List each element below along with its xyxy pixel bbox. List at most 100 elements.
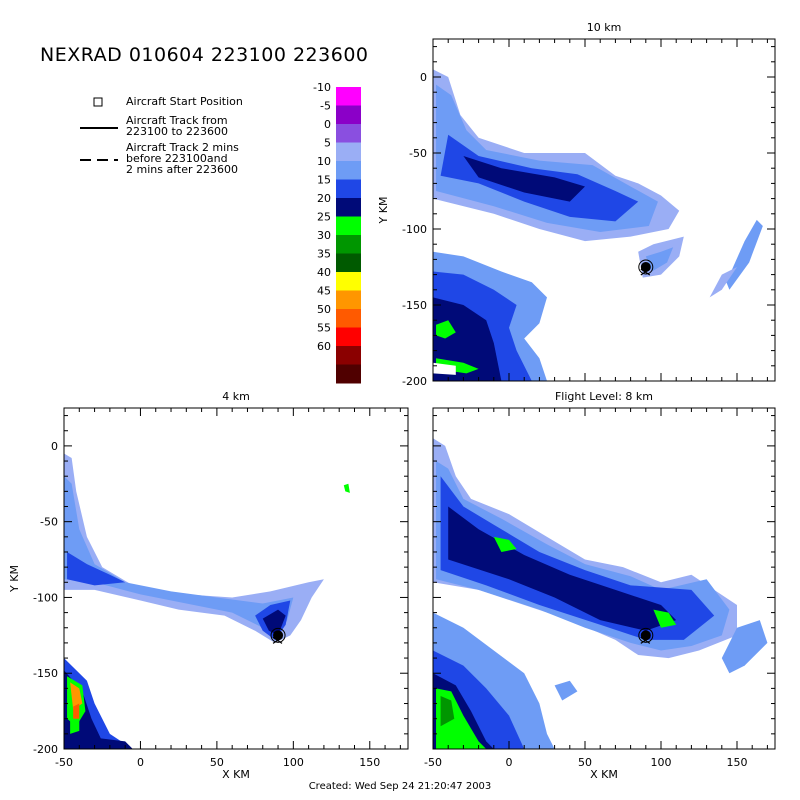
colorbar-swatch: [336, 309, 361, 328]
plot-frame: [63, 407, 409, 750]
echo-core: [440, 695, 455, 727]
echo-core: [493, 536, 517, 552]
reflectivity-field: [433, 438, 768, 749]
colorbar-label: 15: [317, 174, 331, 187]
colorbar-label: 45: [317, 285, 331, 298]
plot-frame: [432, 38, 776, 382]
aircraft-track-loop: [270, 627, 286, 643]
echo-region: [448, 506, 677, 631]
echo-region: [709, 267, 737, 298]
colorbar-label: 25: [317, 211, 331, 224]
x-tick-label: 150: [359, 756, 380, 769]
y-axis-label: Y KM: [377, 197, 390, 225]
echo-region: [64, 453, 324, 643]
echo-gap: [433, 362, 456, 375]
echo-region: [440, 476, 715, 640]
y-tick-label: -150: [402, 299, 427, 312]
y-tick-label: -50: [40, 516, 58, 529]
x-axis-label: X KM: [222, 768, 250, 781]
aircraft-track-loop: [638, 259, 654, 275]
colorbar-label: 55: [317, 322, 331, 335]
colorbar-swatch: [336, 346, 361, 365]
colorbar-swatch: [336, 179, 361, 199]
echo-core: [653, 609, 677, 628]
echo-core: [70, 715, 80, 734]
x-tick-label: -50: [55, 756, 73, 769]
panel-4km: -50 0 50 100 150 0 -50 -100 -150 -200 4 km X KM Y KM: [8, 390, 409, 781]
y-tick-label: -100: [402, 223, 427, 236]
colorbar-swatch: [336, 142, 361, 162]
panel-title: 4 km: [222, 390, 250, 403]
y-axis-label: Y KM: [8, 565, 21, 593]
panel-title: Flight Level: 8 km: [555, 390, 653, 403]
panel-10km: 0 -50 -100 -150 -200 10 km Y KM: [377, 21, 776, 388]
legend-start-label: Aircraft Start Position: [126, 95, 243, 108]
y-tick-label: -200: [402, 375, 427, 388]
x-tick-label: 50: [210, 756, 224, 769]
colorbar-label: 35: [317, 248, 331, 261]
x-tick-label: 150: [727, 756, 748, 769]
colorbar-swatch: [336, 124, 361, 143]
x-tick-label: 50: [578, 756, 592, 769]
y-tick-label: -200: [33, 743, 58, 756]
y-tick-label: 0: [420, 71, 427, 84]
colorbar-swatch: [336, 327, 361, 347]
aircraft-x-marker: [640, 636, 651, 644]
x-tick-label: 100: [651, 756, 672, 769]
legend-track-label: Aircraft Track from 223100 to 223600: [126, 114, 229, 138]
colorbar-swatch: [336, 198, 361, 217]
echo-region: [463, 156, 585, 202]
colorbar-label: 50: [317, 303, 331, 316]
y-tick-label: -50: [409, 147, 427, 160]
echo-core: [436, 320, 456, 339]
echo-core: [70, 682, 83, 710]
echo-core: [73, 703, 80, 719]
reflectivity-field: [64, 453, 350, 749]
plot-frame: [432, 407, 776, 750]
colorbar-label: 5: [324, 137, 331, 150]
page-title: NEXRAD 010604 223100 223600: [40, 44, 369, 66]
x-tick-label: 0: [506, 756, 513, 769]
echo-region: [721, 620, 768, 674]
colorbar-label: -10: [313, 81, 331, 94]
colorbar-label: 30: [317, 229, 331, 242]
x-tick-label: -50: [424, 756, 442, 769]
colorbar-label: 40: [317, 266, 331, 279]
y-tick-label: -150: [33, 667, 58, 680]
x-axis-label: X KM: [590, 768, 618, 781]
colorbar-swatch: [336, 161, 361, 180]
colorbar: -10 -5 0 5 10 15 20 25 30 35 40 45 50 55 60: [313, 81, 361, 384]
y-tick-label: 0: [51, 440, 58, 453]
colorbar-swatch: [336, 235, 361, 254]
echo-region: [726, 219, 763, 290]
created-footer: Created: Wed Sep 24 21:20:47 2003: [308, 781, 492, 792]
colorbar-swatch: [336, 364, 361, 384]
aircraft-track-loop: [638, 627, 654, 643]
y-tick-label: -100: [33, 591, 58, 604]
colorbar-swatch: [336, 87, 361, 106]
aircraft-x-marker: [640, 268, 651, 276]
echo-region: [433, 297, 502, 381]
colorbar-swatch: [336, 216, 361, 236]
x-tick-label: 0: [137, 756, 144, 769]
colorbar-label: 10: [317, 155, 331, 168]
colorbar-label: 20: [317, 192, 331, 205]
colorbar-swatch: [336, 105, 361, 125]
reflectivity-field: [433, 69, 763, 381]
colorbar-swatch: [336, 290, 361, 310]
colorbar-swatch: [336, 272, 361, 291]
panel-8km: -50 0 50 100 150 Flight Level: 8 km X KM: [424, 390, 776, 781]
legend-track2-label: Aircraft Track 2 mins before 223100and 2…: [126, 141, 239, 176]
echo-region: [64, 733, 133, 749]
colorbar-swatch: [336, 253, 361, 273]
panel-title: 10 km: [587, 21, 622, 34]
echo-region: [64, 476, 294, 636]
echo-region: [67, 551, 126, 586]
colorbar-label: -5: [320, 100, 331, 113]
colorbar-label: 0: [324, 118, 331, 131]
x-tick-label: 100: [283, 756, 304, 769]
aircraft-x-marker: [272, 636, 283, 644]
echo-region: [554, 680, 578, 701]
colorbar-label: 60: [317, 340, 331, 353]
